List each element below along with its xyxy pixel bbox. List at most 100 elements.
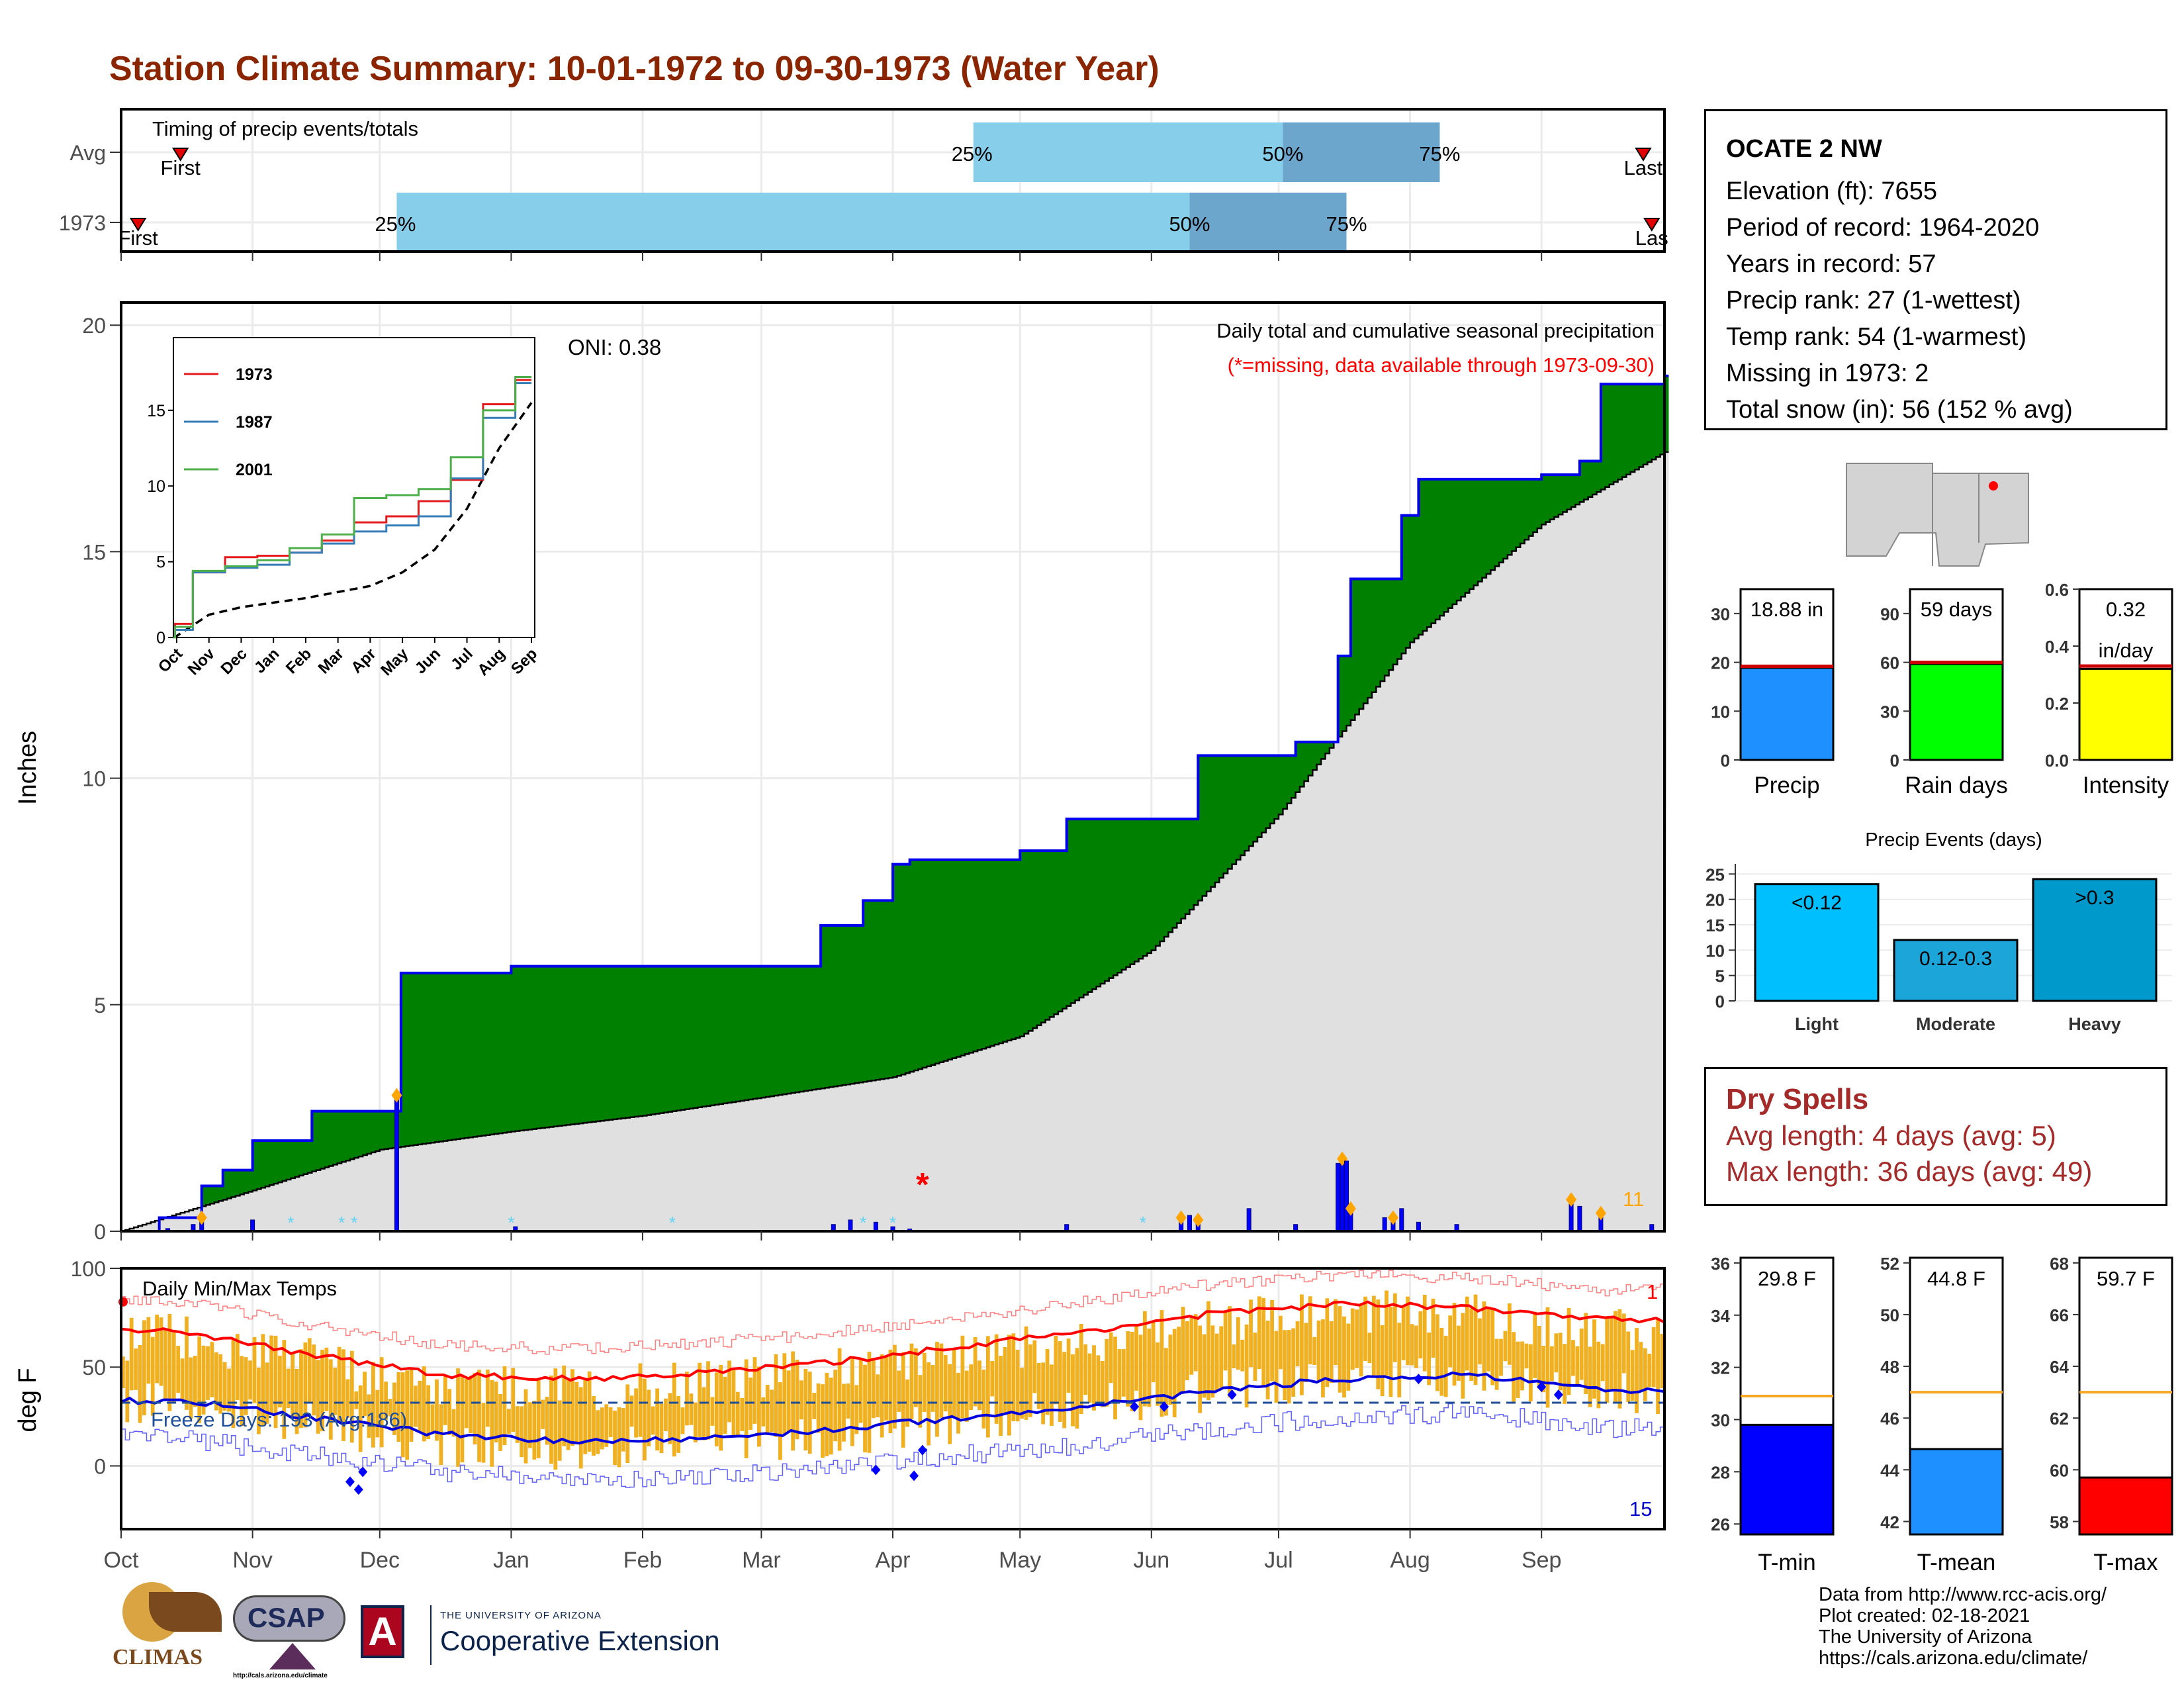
daily-temp-bar	[1397, 1323, 1402, 1397]
daily-temp-bar	[146, 1317, 151, 1384]
daily-temp-bar	[566, 1380, 570, 1450]
daily-temp-bar	[1219, 1326, 1224, 1388]
daily-temp-bar	[752, 1357, 757, 1424]
daily-temp-bar	[1367, 1333, 1372, 1364]
snow-marker-icon	[1193, 1212, 1204, 1227]
temp-bar-ytick-label: 26	[1711, 1515, 1730, 1534]
daily-temp-bar	[1253, 1333, 1257, 1382]
daily-temp-bar	[469, 1376, 473, 1434]
daily-temp-bar	[265, 1362, 269, 1424]
daily-temp-bar	[1660, 1333, 1664, 1389]
daily-temp-bar	[1541, 1345, 1545, 1393]
daily-temp-bar	[515, 1406, 520, 1443]
daily-temp-bar	[1083, 1344, 1088, 1395]
month-label: Jun	[1133, 1548, 1169, 1573]
timing-p50-label: 50%	[1169, 212, 1210, 236]
daily-temp-bar	[1134, 1326, 1138, 1391]
daily-temp-bar	[1071, 1354, 1075, 1427]
daily-temp-bar	[1469, 1308, 1474, 1382]
daily-temp-bar	[299, 1349, 303, 1429]
daily-temp-bar	[702, 1387, 706, 1440]
daily-temp-bar	[719, 1365, 723, 1451]
daily-temp-bar	[643, 1378, 647, 1461]
daily-temp-bar	[647, 1389, 651, 1446]
temp-bar-ytick-label: 52	[1880, 1254, 1899, 1274]
snow-marker-icon	[1595, 1205, 1606, 1221]
daily-temp-bar	[477, 1370, 481, 1462]
daily-temp-bar	[502, 1366, 507, 1446]
temp-ytick-label: 100	[71, 1257, 106, 1281]
record-low-marker-icon	[1414, 1374, 1424, 1385]
daily-precip-bar	[1340, 1158, 1345, 1232]
daily-temp-bar	[1512, 1332, 1516, 1402]
events-ytick-label: 10	[1706, 941, 1725, 961]
events-ytick-label: 0	[1715, 992, 1725, 1011]
daily-temp-bar	[307, 1338, 312, 1403]
mini-bar-category-label: Precip	[1754, 773, 1819, 798]
precip-ylabel: Inches	[14, 731, 42, 805]
mini-bar-ytick-label: 0.2	[2045, 694, 2069, 714]
daily-temp-bar	[240, 1356, 244, 1427]
precip-ytick-label: 15	[82, 540, 106, 564]
temp-bar-ytick-label: 68	[2050, 1254, 2069, 1274]
daily-temp-bar	[422, 1366, 426, 1442]
daily-temp-bar	[197, 1336, 202, 1423]
mini-bar-rain-days	[1909, 663, 2004, 761]
snow-day-icon: *	[889, 1213, 896, 1233]
inset-ytick-label: 10	[147, 477, 165, 496]
snow-marker-icon	[1387, 1210, 1398, 1225]
daily-temp-bar	[905, 1379, 909, 1427]
daily-temp-bar	[1392, 1293, 1397, 1362]
daily-temp-bar	[1431, 1298, 1435, 1358]
daily-temp-bar	[1257, 1296, 1261, 1370]
daily-temp-bar	[574, 1382, 579, 1444]
daily-temp-bar	[1240, 1339, 1245, 1372]
daily-temp-bar	[235, 1334, 240, 1400]
daily-temp-bar	[837, 1348, 842, 1451]
daily-temp-bar	[698, 1362, 702, 1437]
daily-temp-bar	[1537, 1326, 1541, 1389]
daily-precip-bar	[1399, 1208, 1404, 1232]
daily-temp-bar	[1109, 1332, 1113, 1383]
daily-temp-bar	[532, 1401, 537, 1460]
station-line-0: Elevation (ft): 7655	[1726, 177, 1937, 205]
daily-temp-bar	[740, 1397, 745, 1431]
temp-bar-ytick-label: 50	[1880, 1305, 1899, 1325]
daily-temp-bar	[494, 1382, 498, 1442]
daily-temp-bar	[320, 1349, 324, 1432]
record-low-marker-icon	[358, 1466, 368, 1477]
daily-temp-bar	[850, 1356, 854, 1446]
daily-temp-bar	[1041, 1362, 1045, 1425]
daily-temp-bar	[171, 1332, 176, 1403]
daily-temp-bar	[481, 1403, 486, 1463]
csap-cloud-icon	[233, 1595, 345, 1642]
daily-temp-bar	[316, 1360, 320, 1434]
daily-temp-bar	[1605, 1316, 1610, 1403]
footer-line-2: The University of Arizona	[1819, 1626, 2032, 1648]
daily-temp-bar	[723, 1376, 727, 1434]
station-line-4: Temp rank: 54 (1-warmest)	[1726, 323, 2027, 351]
inset-average-line	[173, 402, 533, 639]
timing-row-label: Avg	[69, 141, 106, 165]
dry-spells-line-2: Max length: 36 days (avg: 49)	[1726, 1156, 2093, 1187]
daily-temp-bar	[969, 1364, 974, 1410]
daily-temp-bar	[1435, 1314, 1439, 1391]
precip-ytick-label: 0	[94, 1220, 106, 1244]
daily-temp-bars	[121, 1290, 1664, 1470]
daily-temp-bar	[1151, 1321, 1156, 1383]
record-low-marker-icon	[345, 1476, 355, 1487]
daily-temp-bar	[426, 1385, 431, 1440]
daily-temp-bar	[180, 1358, 185, 1400]
daily-temp-bar	[1507, 1303, 1512, 1365]
inset-series-line-2001	[173, 375, 531, 639]
daily-temp-bar	[473, 1373, 477, 1445]
daily-temp-bar	[138, 1344, 142, 1423]
event-bar-moderate	[1893, 939, 2019, 1002]
timing-bar-50-75	[1189, 193, 1347, 252]
precip-ytick-label: 20	[82, 314, 106, 338]
record-low-marker-icon	[1160, 1401, 1169, 1412]
daily-temp-bar	[358, 1385, 363, 1452]
daily-temp-bar	[1045, 1348, 1050, 1415]
daily-temp-bar	[1499, 1338, 1503, 1376]
